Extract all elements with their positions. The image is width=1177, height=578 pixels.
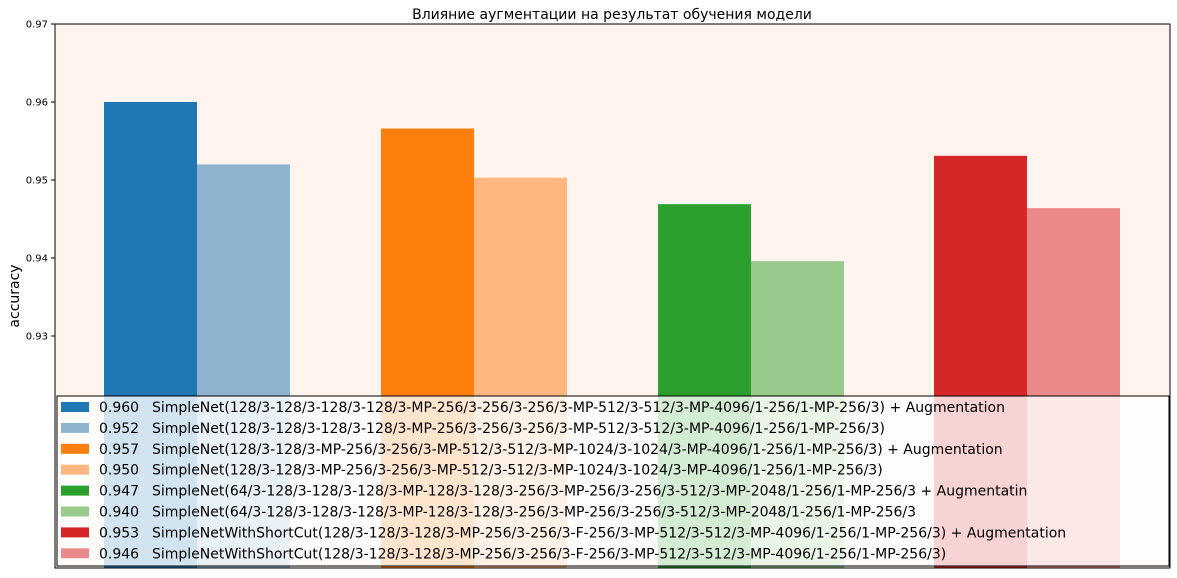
legend-swatch-6 — [61, 506, 89, 517]
y-tick-label: 0.96 — [26, 98, 48, 109]
legend-label: SimpleNet(128/3-128/3-128/3-128/3-MP-256… — [152, 400, 1005, 416]
legend-swatch-8 — [61, 548, 89, 559]
legend-label: SimpleNet(128/3-128/3-128/3-128/3-MP-256… — [152, 421, 885, 437]
y-tick-label: 0.97 — [26, 20, 48, 31]
legend: 0.960 SimpleNet(128/3-128/3-128/3-128/3-M… — [56, 395, 1170, 567]
legend-label: SimpleNetWithShortCut(128/3-128/3-128/3-… — [152, 525, 1066, 541]
y-tick-label: 0.93 — [26, 332, 48, 343]
legend-entry-3: 0.957 SimpleNet(128/3-128/3-MP-256/3-256/… — [99, 442, 1003, 458]
y-axis: 0.93 0.94 0.95 0.96 0.97 — [26, 20, 55, 343]
legend-label: SimpleNet(128/3-128/3-MP-256/3-256/3-MP-… — [152, 442, 1003, 458]
legend-entry-4: 0.950 SimpleNet(128/3-128/3-MP-256/3-256/… — [99, 463, 883, 479]
legend-value: 0.952 — [99, 421, 139, 437]
legend-label: SimpleNetWithShortCut(128/3-128/3-128/3-… — [152, 546, 946, 562]
legend-value: 0.953 — [99, 525, 139, 541]
legend-entry-5: 0.947 SimpleNet(64/3-128/3-128/3-128/3-MP… — [99, 484, 1027, 500]
legend-swatch-4 — [61, 464, 89, 475]
y-tick-label: 0.95 — [26, 176, 48, 187]
legend-entry-6: 0.940 SimpleNet(64/3-128/3-128/3-128/3-MP… — [99, 505, 916, 521]
plot-frame — [54, 23, 1171, 569]
legend-swatch-1 — [61, 402, 89, 412]
legend-label: SimpleNet(128/3-128/3-MP-256/3-256/3-MP-… — [152, 463, 883, 479]
legend-label: SimpleNet(64/3-128/3-128/3-128/3-MP-128/… — [152, 484, 1027, 500]
legend-value: 0.950 — [99, 463, 139, 479]
legend-entry-2: 0.952 SimpleNet(128/3-128/3-128/3-128/3-M… — [99, 421, 885, 437]
chart-title: Влияние аугментации на результат обучени… — [412, 7, 812, 23]
legend-swatch-2 — [61, 422, 89, 433]
legend-entry-8: 0.946 SimpleNetWithShortCut(128/3-128/3-1… — [99, 546, 946, 562]
legend-swatch-3 — [61, 443, 89, 454]
legend-swatch-7 — [61, 527, 89, 538]
y-axis-label: accuracy — [7, 264, 23, 327]
legend-label: SimpleNet(64/3-128/3-128/3-128/3-MP-128/… — [152, 505, 916, 521]
legend-value: 0.947 — [99, 484, 139, 500]
legend-value: 0.940 — [99, 505, 139, 521]
legend-entry-1: 0.960 SimpleNet(128/3-128/3-128/3-128/3-M… — [99, 400, 1005, 416]
legend-value: 0.957 — [99, 442, 139, 458]
legend-box — [56, 395, 1170, 567]
legend-entry-7: 0.953 SimpleNetWithShortCut(128/3-128/3-1… — [99, 525, 1066, 541]
legend-value: 0.946 — [99, 546, 139, 562]
legend-swatch-5 — [61, 485, 89, 496]
legend-value: 0.960 — [99, 400, 139, 416]
y-tick-label: 0.94 — [26, 254, 48, 265]
